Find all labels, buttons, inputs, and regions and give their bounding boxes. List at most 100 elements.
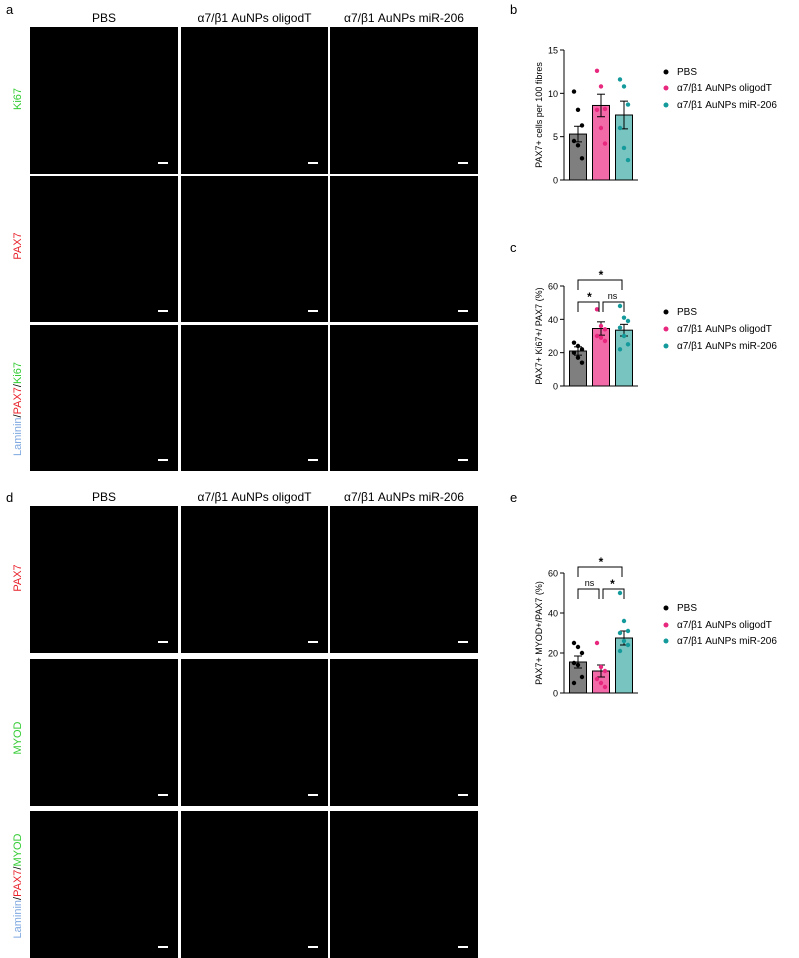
- data-point: [598, 335, 604, 340]
- data-point: [594, 333, 600, 339]
- significance-label: *: [587, 290, 592, 304]
- bar: [615, 329, 633, 387]
- row-label-merge-d: Laminin/PAX7/MYOD: [12, 824, 24, 948]
- micrograph-d-pax7-mir206: [330, 506, 478, 653]
- significance-label: ns: [608, 291, 618, 301]
- data-point: [602, 684, 608, 690]
- legend-marker: [663, 102, 669, 108]
- data-point: [602, 106, 608, 112]
- data-point: [579, 123, 585, 128]
- data-point: [621, 618, 627, 624]
- legend-marker: [663, 622, 669, 628]
- data-point: [602, 141, 608, 146]
- data-point: [598, 664, 604, 670]
- data-point: [575, 143, 581, 148]
- significance-bracket: [577, 588, 600, 599]
- column-title-oligodt-d: α7/β1 AuNPs oligodT: [197, 490, 312, 504]
- bar-chart-b: 0 5 10 15 PAX7+ cells per 100 fibres PBS α7/β1…: [534, 46, 777, 186]
- bar-chart-e: 0 20 40 60 PAX7+ MYOD+/PAX7 (%) * ns * PBS α7/β1 …: [534, 555, 777, 699]
- data-point: [617, 648, 623, 654]
- micrograph-a-merge-mir206: [330, 325, 478, 471]
- y-axis-label: PAX7+ MYOD+/PAX7 (%): [534, 581, 544, 685]
- significance-bracket: [602, 588, 625, 599]
- merge-myod: MYOD: [12, 833, 24, 867]
- y-axis-label: PAX7+ Ki67+/ PAX7 (%): [534, 287, 544, 384]
- micrograph-d-myod-mir206: [330, 659, 478, 806]
- significance-label: *: [599, 268, 604, 282]
- legend-label: α7/β1 AuNPs miR-206: [677, 636, 777, 647]
- significance-label: *: [610, 577, 615, 591]
- data-point: [579, 156, 585, 161]
- micrograph-a-merge-oligodt: [181, 325, 328, 471]
- micrograph-a-merge-pbs: [30, 325, 178, 471]
- data-point: [625, 628, 631, 634]
- data-point: [598, 323, 604, 329]
- data-point: [625, 102, 631, 107]
- legend-label: α7/β1 AuNPs miR-206: [677, 100, 777, 111]
- y-tick-label: 60: [548, 569, 558, 579]
- legend-marker: [663, 343, 669, 349]
- significance-bracket: [577, 279, 623, 290]
- data-point: [598, 680, 604, 686]
- bar: [615, 637, 633, 694]
- panel-letter-b: b: [510, 2, 518, 17]
- data-point: [621, 84, 627, 89]
- legend-label: PBS: [677, 307, 697, 318]
- y-tick-label: 20: [548, 348, 558, 358]
- data-point: [598, 125, 604, 131]
- row-label-pax7-d: PAX7: [12, 564, 24, 592]
- data-point: [571, 680, 577, 686]
- data-point: [579, 650, 585, 656]
- data-point: [571, 138, 577, 144]
- data-point: [575, 343, 581, 349]
- data-point: [617, 125, 623, 131]
- y-tick-label: 60: [548, 282, 558, 292]
- data-point: [571, 340, 577, 345]
- data-point: [598, 84, 604, 89]
- data-point: [602, 338, 608, 344]
- legend-marker: [663, 326, 669, 332]
- data-point: [594, 640, 600, 646]
- micrograph-a-ki67-mir206: [330, 27, 478, 174]
- data-point: [602, 668, 608, 674]
- significance-bracket: [602, 301, 625, 312]
- data-point: [571, 640, 577, 646]
- data-point: [625, 342, 631, 347]
- data-point: [594, 107, 600, 113]
- data-point: [594, 676, 600, 682]
- data-point: [575, 355, 581, 360]
- legend-label: α7/β1 AuNPs oligodT: [677, 620, 772, 631]
- merge-separator: /: [12, 384, 24, 388]
- micrograph-d-merge-oligodt: [181, 811, 328, 958]
- data-point: [579, 674, 585, 680]
- legend-marker: [663, 605, 669, 611]
- significance-bracket: [577, 566, 623, 577]
- data-point: [621, 145, 627, 151]
- significance-bracket: [577, 301, 600, 312]
- y-tick-label: 20: [548, 649, 558, 659]
- merge-laminin-a: Laminin: [12, 417, 24, 456]
- data-point: [617, 347, 623, 352]
- data-point: [575, 644, 581, 650]
- micrograph-d-pax7-pbs: [30, 506, 178, 653]
- panel-letter-c: c: [510, 240, 517, 255]
- y-axis-label: PAX7+ cells per 100 fibres: [534, 62, 544, 168]
- micrograph-a-ki67-oligodt: [181, 27, 328, 174]
- significance-label: *: [599, 555, 604, 569]
- column-title-oligodt-a: α7/β1 AuNPs oligodT: [197, 11, 312, 25]
- data-point: [617, 630, 623, 636]
- data-point: [625, 318, 631, 324]
- data-point: [617, 77, 623, 82]
- y-tick-label: 10: [548, 89, 558, 99]
- merge-separator: /: [12, 896, 24, 900]
- data-point: [617, 325, 623, 330]
- micrograph-d-merge-mir206: [330, 811, 478, 958]
- data-point: [594, 68, 600, 73]
- data-point: [571, 350, 577, 355]
- legend-label: α7/β1 AuNPs oligodT: [677, 83, 772, 94]
- bar-chart-c: 0 20 40 60 PAX7+ Ki67+/ PAX7 (%) * * ns PBS α7/β1…: [534, 268, 777, 390]
- micrograph-d-myod-pbs: [30, 659, 178, 806]
- column-title-mir206-d: α7/β1 AuNPs miR-206: [344, 490, 464, 504]
- legend-label: α7/β1 AuNPs miR-206: [677, 341, 777, 352]
- significance-label: ns: [585, 578, 595, 588]
